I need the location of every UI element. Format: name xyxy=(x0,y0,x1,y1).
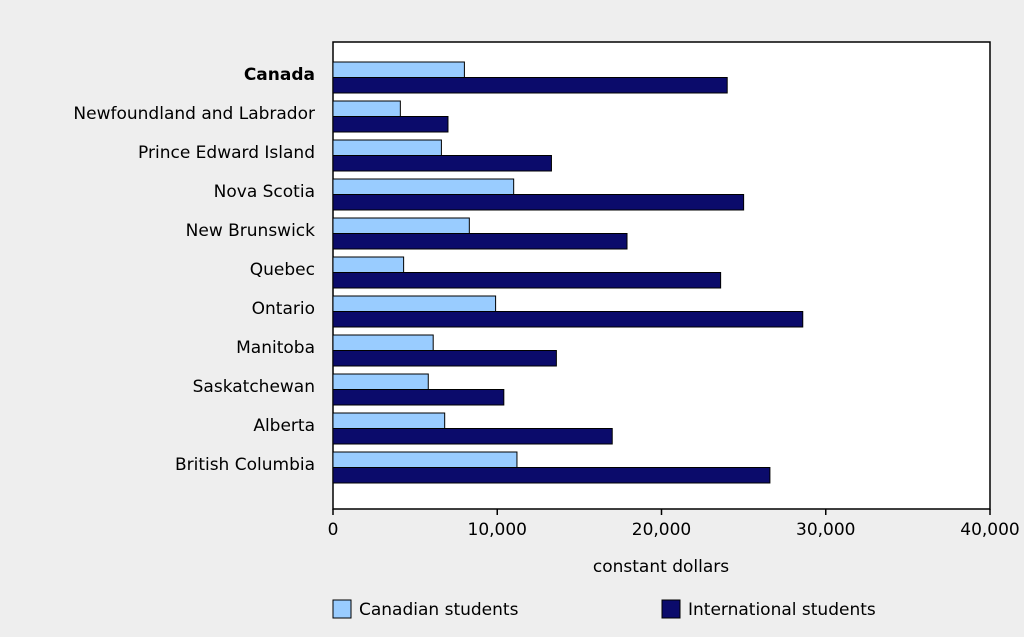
y-tick-label: Quebec xyxy=(250,260,315,280)
bar xyxy=(332,334,434,351)
bar xyxy=(332,178,515,195)
x-tick-label: 20,000 xyxy=(632,520,691,540)
y-tick-label: New Brunswick xyxy=(186,221,316,241)
bar xyxy=(332,256,405,273)
bar xyxy=(332,412,446,429)
y-tick-label: Alberta xyxy=(253,416,315,436)
bar xyxy=(332,389,505,406)
bar xyxy=(332,451,518,468)
legend-swatch xyxy=(332,599,352,619)
bar xyxy=(332,77,728,94)
y-tick-label: Canada xyxy=(244,65,315,85)
x-tick-label: 40,000 xyxy=(960,520,1019,540)
bar xyxy=(332,350,557,367)
bar xyxy=(332,139,442,156)
bar xyxy=(332,155,552,172)
bar xyxy=(332,194,745,211)
y-tick-label: Newfoundland and Labrador xyxy=(73,104,315,124)
bar xyxy=(332,217,470,234)
x-axis-label: constant dollars xyxy=(593,557,729,577)
bar xyxy=(332,116,449,133)
y-tick-label: Saskatchewan xyxy=(193,377,315,397)
legend-swatch xyxy=(661,599,681,619)
y-tick-label: Nova Scotia xyxy=(214,182,315,202)
x-tick-label: 0 xyxy=(328,520,339,540)
bar xyxy=(332,100,401,117)
bar xyxy=(332,61,465,78)
x-tick-label: 30,000 xyxy=(796,520,855,540)
x-tick-label: 10,000 xyxy=(468,520,527,540)
legend-label: Canadian students xyxy=(359,600,519,620)
y-tick-label: Prince Edward Island xyxy=(138,143,315,163)
legend-label: International students xyxy=(688,600,876,620)
bar xyxy=(332,467,771,484)
bar xyxy=(332,272,722,289)
bar xyxy=(332,373,429,390)
y-tick-label: Manitoba xyxy=(236,338,315,358)
y-tick-label: Ontario xyxy=(252,299,315,319)
bar xyxy=(332,311,804,328)
y-tick-label: British Columbia xyxy=(175,455,315,475)
bar xyxy=(332,295,497,312)
bar xyxy=(332,428,613,445)
bar xyxy=(332,233,628,250)
